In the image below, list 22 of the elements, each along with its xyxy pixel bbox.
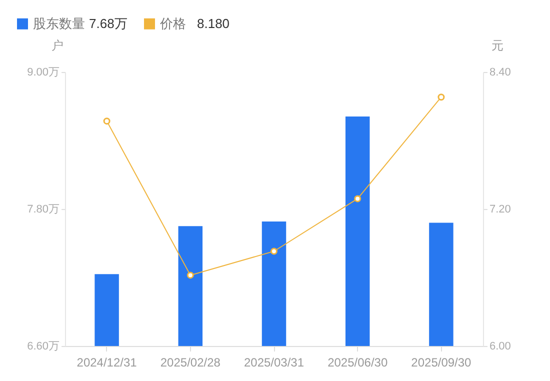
y-tick-label: 9.00万 bbox=[27, 66, 60, 78]
y2-tick-label: 6.00 bbox=[490, 340, 511, 352]
point bbox=[103, 118, 110, 125]
x-tick-label: 2025/09/30 bbox=[411, 356, 472, 370]
x-tick-label: 2025/02/28 bbox=[160, 356, 221, 370]
point bbox=[354, 195, 362, 202]
x-tick-label: 2024/12/31 bbox=[76, 356, 138, 370]
y2-tick-label: 7.20 bbox=[490, 204, 511, 216]
point bbox=[270, 248, 278, 255]
text: 8.180 bbox=[197, 16, 230, 31]
point bbox=[186, 272, 194, 279]
y-tick-label: 6.60万 bbox=[27, 340, 60, 352]
y-axis-title: 户 bbox=[52, 38, 64, 52]
text: 7.68万 bbox=[89, 16, 128, 31]
point bbox=[438, 94, 445, 101]
legend-label: 价格 bbox=[159, 16, 186, 31]
x-tick-label: 2025/06/30 bbox=[328, 356, 388, 370]
y2-tick-label: 8.40 bbox=[490, 66, 511, 78]
legend-label: 股东数量 bbox=[33, 16, 85, 31]
y-tick-label: 7.80万 bbox=[27, 204, 60, 216]
y2-axis-title: 元 bbox=[492, 38, 504, 52]
x-tick-label: 2025/03/31 bbox=[244, 356, 304, 370]
